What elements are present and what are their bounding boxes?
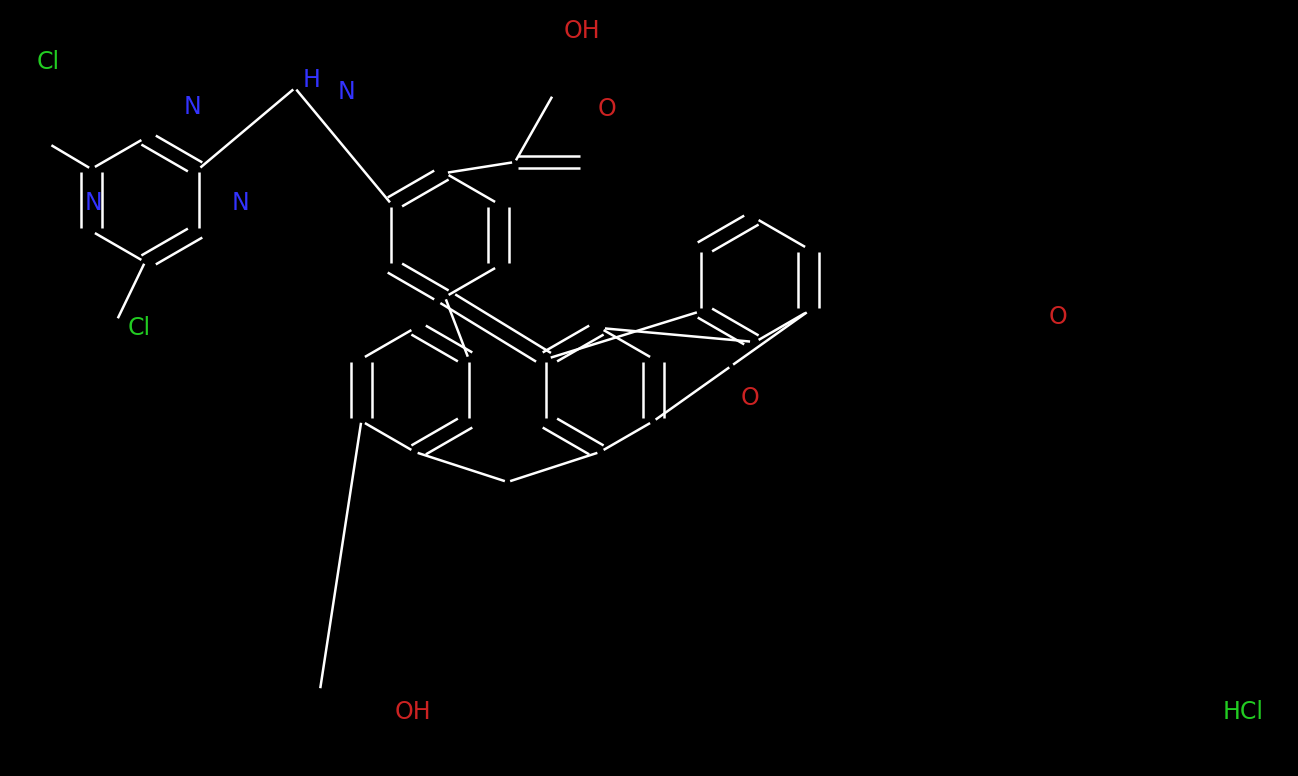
Text: N: N (183, 95, 201, 119)
Text: H: H (302, 68, 321, 92)
Text: N: N (231, 192, 249, 215)
Text: N: N (337, 80, 356, 103)
Text: O: O (598, 97, 617, 120)
Text: O: O (1049, 305, 1067, 328)
Text: Cl: Cl (127, 317, 151, 340)
Text: N: N (84, 192, 103, 215)
Text: O: O (741, 386, 759, 410)
Text: OH: OH (395, 701, 431, 724)
Text: Cl: Cl (36, 50, 60, 74)
Text: OH: OH (563, 19, 600, 43)
Text: HCl: HCl (1223, 701, 1264, 724)
